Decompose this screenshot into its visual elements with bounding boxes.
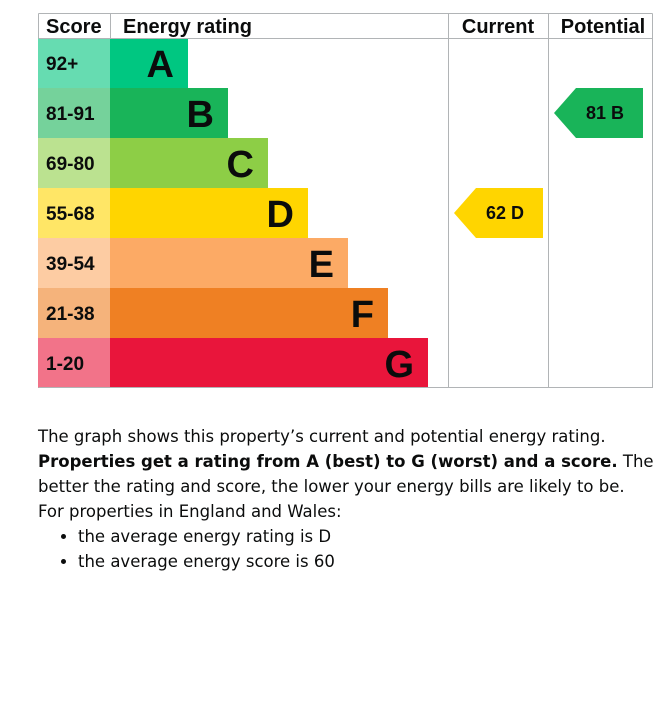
potential-rating-arrow-label: 81 B — [586, 103, 624, 123]
header-current: Current — [462, 16, 535, 38]
rating-explanation-rest: The better the rating and score, the low… — [38, 452, 654, 496]
score-cell-d — [38, 188, 110, 238]
score-cell-e — [38, 238, 110, 288]
score-cell-a — [38, 38, 110, 88]
region-intro: For properties in England and Wales: — [38, 502, 342, 521]
header-potential: Potential — [561, 16, 645, 38]
score-cell-g — [38, 338, 110, 388]
rating-explanation-bold: Properties get a rating from A (best) to… — [38, 452, 618, 471]
current-rating-arrow — [454, 188, 543, 238]
header-score: Score — [46, 16, 102, 38]
score-label-d: 55-68 — [46, 204, 95, 225]
band-bar-a — [110, 38, 188, 88]
score-cell-c — [38, 138, 110, 188]
band-bar-d — [110, 188, 308, 238]
band-bar-b — [110, 88, 228, 138]
score-label-a: 92+ — [46, 54, 78, 75]
band-letter-e: E — [309, 244, 334, 286]
score-label-b: 81-91 — [46, 104, 95, 125]
band-bar-e — [110, 238, 348, 288]
energy-rating-graph: Score Energy rating Current Potential 92… — [38, 13, 653, 388]
score-label-c: 69-80 — [46, 154, 95, 175]
score-label-e: 39-54 — [46, 254, 95, 275]
score-label-f: 21-38 — [46, 304, 95, 325]
current-rating-arrow-label: 62 D — [486, 203, 524, 223]
band-bar-c — [110, 138, 268, 188]
graph-description: The graph shows this property’s current … — [38, 427, 606, 446]
explanation-text: The graph shows this property’s current … — [38, 424, 658, 574]
header-energy-rating: Energy rating — [123, 16, 252, 38]
list-item-average-rating: the average energy rating is D — [78, 524, 658, 549]
average-list: the average energy rating is D the avera… — [38, 524, 658, 574]
score-cell-b — [38, 88, 110, 138]
band-letter-d: D — [267, 194, 294, 236]
band-letter-f: F — [351, 294, 374, 336]
score-cell-f — [38, 288, 110, 338]
score-label-g: 1-20 — [46, 354, 84, 375]
band-letter-a: A — [147, 44, 174, 86]
list-item-average-score: the average energy score is 60 — [78, 549, 658, 574]
band-letter-c: C — [227, 144, 254, 186]
rating-explanation: Properties get a rating from A (best) to… — [38, 449, 658, 499]
band-letter-g: G — [384, 344, 414, 386]
band-letter-b: B — [187, 94, 214, 136]
potential-rating-arrow — [554, 88, 643, 138]
energy-rating-chart: Score Energy rating Current Potential 92… — [38, 13, 653, 388]
band-bar-f — [110, 288, 388, 338]
band-bar-g — [110, 338, 428, 388]
